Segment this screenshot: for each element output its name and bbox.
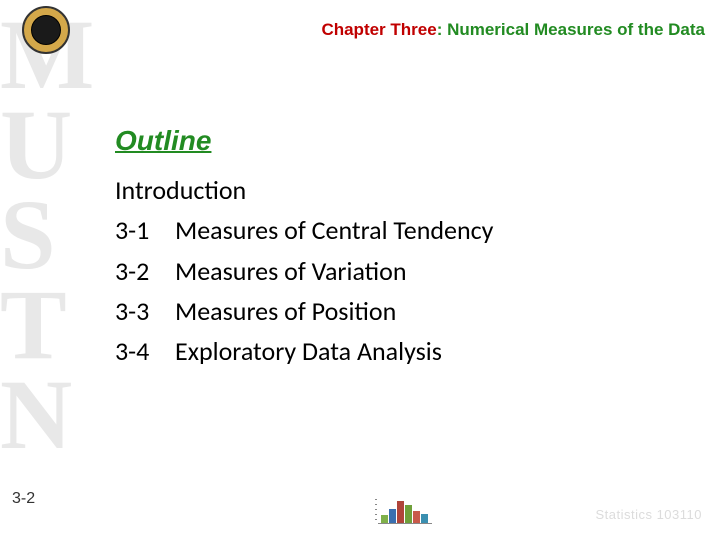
outline-item: 3-2 Measures of Variation <box>115 251 493 291</box>
outline-item-label: Measures of Central Tendency <box>175 210 493 250</box>
logo-center <box>31 15 61 45</box>
chapter-title: Chapter Three: Numerical Measures of the… <box>321 20 705 40</box>
outline-item-label: Introduction <box>115 170 246 210</box>
university-logo <box>22 6 70 54</box>
chapter-prefix: Chapter Three <box>321 20 436 39</box>
outline-item-label: Measures of Position <box>175 291 396 331</box>
watermark-text: M U S T N <box>0 10 89 460</box>
outline-item: 3-4 Exploratory Data Analysis <box>115 331 493 371</box>
chapter-separator: : <box>437 20 447 39</box>
course-code: Statistics 103110 <box>595 507 702 522</box>
page-number: 3-2 <box>12 490 35 508</box>
watermark-letter: U <box>0 100 89 190</box>
outline-item-number: 3-4 <box>115 331 175 371</box>
outline-item-number: 3-3 <box>115 291 175 331</box>
watermark-letter: N <box>0 370 89 460</box>
outline-item-number: 3-2 <box>115 251 175 291</box>
outline-item-label: Exploratory Data Analysis <box>175 331 442 371</box>
outline-item: Introduction <box>115 170 493 210</box>
outline-item: 3-1 Measures of Central Tendency <box>115 210 493 250</box>
chapter-suffix: Numerical Measures of the Data <box>447 20 705 39</box>
outline-item-number: 3-1 <box>115 210 175 250</box>
bar-chart-icon <box>375 495 435 525</box>
outline-list: Introduction 3-1 Measures of Central Ten… <box>115 170 493 371</box>
outline-item-label: Measures of Variation <box>175 251 407 291</box>
watermark-letter: T <box>0 280 89 370</box>
watermark-letter: S <box>0 190 89 280</box>
outline-item: 3-3 Measures of Position <box>115 291 493 331</box>
outline-heading: Outline <box>115 125 211 157</box>
logo-ring <box>22 6 70 54</box>
